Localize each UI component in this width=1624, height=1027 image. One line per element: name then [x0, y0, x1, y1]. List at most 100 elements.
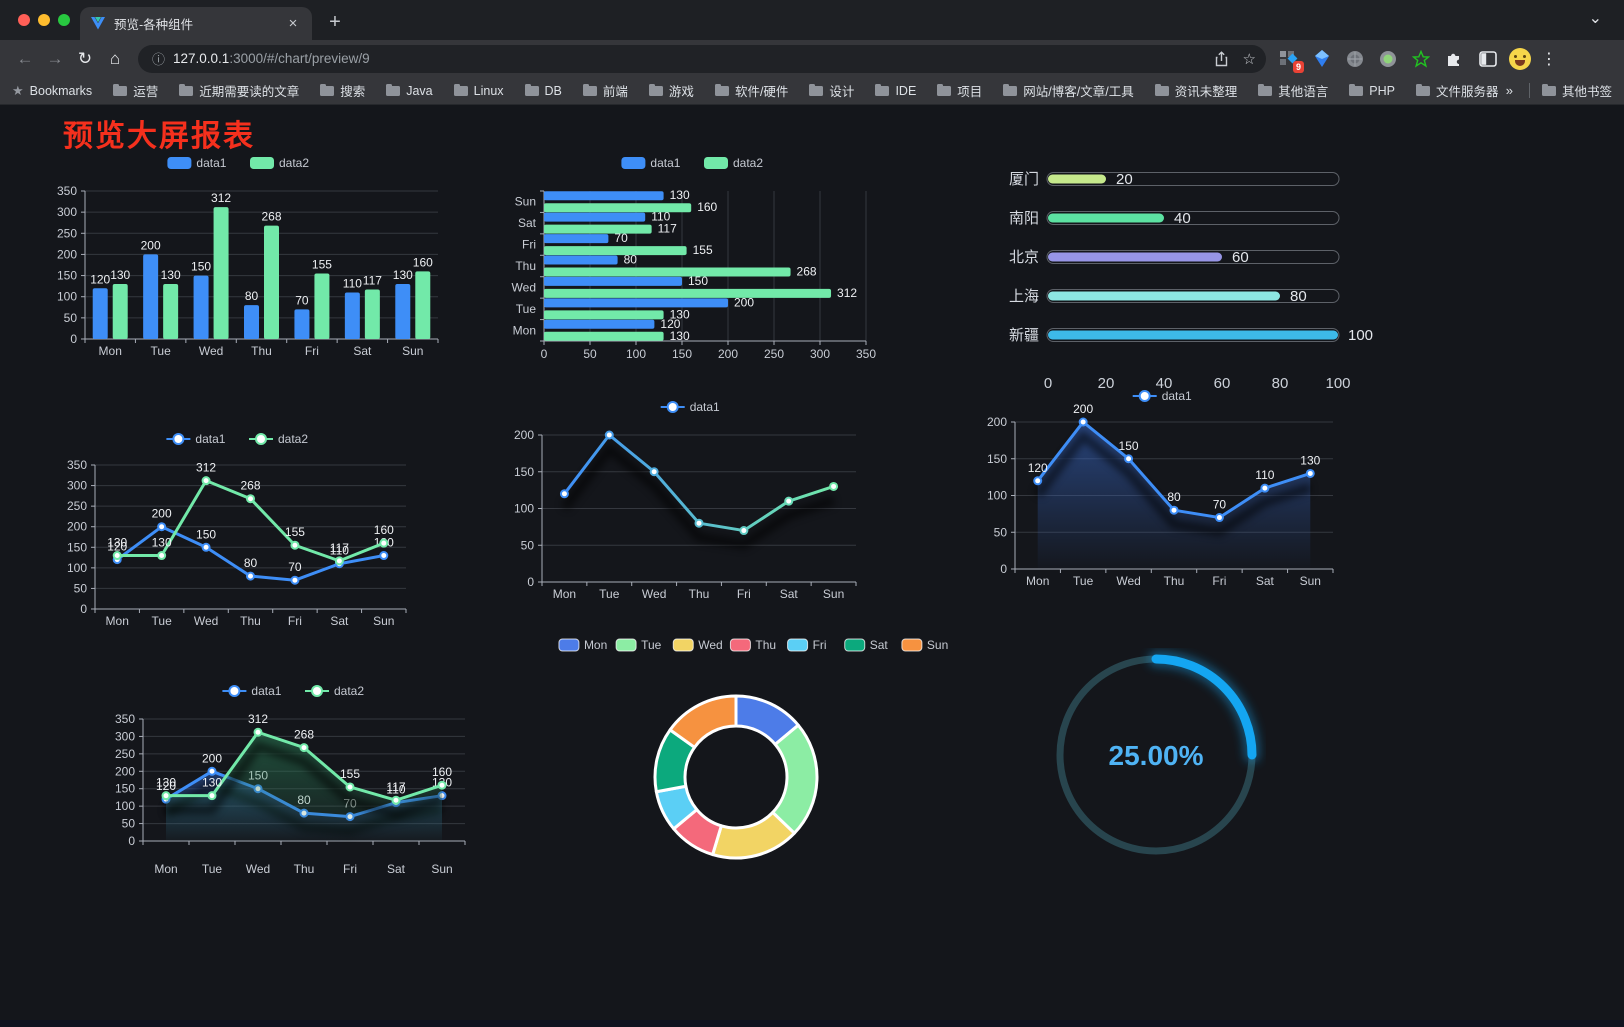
svg-text:Fri: Fri — [737, 587, 751, 601]
svg-text:0: 0 — [80, 602, 87, 616]
chart-progress-bars[interactable]: 厦门 20 南阳 40 北京 60 上海 80 新疆 100 0 20 40 60 80 100 — [993, 153, 1373, 398]
site-info-icon[interactable]: ⓘ — [152, 52, 166, 67]
svg-text:Tue: Tue — [202, 862, 223, 876]
svg-text:Thu: Thu — [1164, 574, 1185, 588]
bookmarks-app-item[interactable]: ★ Bookmarks — [12, 82, 93, 98]
new-tab-button[interactable]: + — [329, 11, 341, 33]
profile-avatar[interactable] — [1509, 47, 1531, 70]
svg-text:厦门: 厦门 — [1009, 171, 1039, 188]
reload-button[interactable]: ↻ — [77, 48, 93, 68]
svg-text:data1: data1 — [1162, 389, 1192, 403]
bookmark-star-icon[interactable]: ☆ — [1242, 50, 1256, 68]
svg-text:Sat: Sat — [353, 344, 372, 358]
folder-icon — [648, 83, 663, 96]
chart-line-area[interactable]: 0 50 100 150 200 Mon Tue Wed Thu Fri Sat Sun 120 200 1… — [983, 386, 1345, 610]
svg-text:上海: 上海 — [1009, 288, 1039, 305]
bookmark-folder[interactable]: 运营 — [113, 81, 158, 100]
share-icon[interactable] — [1214, 50, 1229, 67]
svg-text:160: 160 — [697, 200, 717, 214]
vue-favicon — [91, 17, 105, 30]
svg-text:155: 155 — [312, 257, 332, 271]
svg-text:300: 300 — [810, 347, 830, 361]
bookmarks-right: » 其他书签 — [1506, 81, 1612, 100]
back-button[interactable]: ← — [16, 48, 34, 68]
bookmark-folder[interactable]: Java — [386, 83, 433, 98]
bookmark-folder[interactable]: 文件服务器 — [1415, 81, 1498, 100]
svg-text:110: 110 — [651, 210, 670, 224]
svg-text:50: 50 — [74, 581, 88, 595]
svg-text:25.00%: 25.00% — [1109, 740, 1204, 771]
extension-proxy-icon[interactable] — [1377, 48, 1399, 70]
tab-close-icon[interactable]: × — [288, 14, 298, 32]
chart-gauge-progress[interactable]: 25.00% — [1048, 648, 1266, 868]
home-button[interactable]: ⌂ — [109, 48, 121, 68]
svg-text:130: 130 — [110, 268, 130, 282]
svg-text:Tue: Tue — [152, 614, 173, 628]
other-bookmarks-folder[interactable]: 其他书签 — [1541, 81, 1612, 100]
svg-text:南阳: 南阳 — [1009, 210, 1039, 227]
bookmark-folder[interactable]: Linux — [453, 83, 504, 98]
svg-text:100: 100 — [115, 799, 135, 813]
svg-text:117: 117 — [330, 541, 349, 555]
svg-text:40: 40 — [1156, 375, 1173, 392]
extensions-puzzle-icon[interactable] — [1443, 48, 1465, 70]
chart-bar-grouped[interactable]: 0 50 100 150 200 250 300 350 Mon Tue Wed Thu Fri Sat S… — [30, 147, 450, 387]
svg-text:350: 350 — [67, 458, 87, 472]
bookmark-folder[interactable]: 软件/硬件 — [714, 81, 788, 100]
browser-menu-icon[interactable]: ⋮ — [1541, 50, 1557, 68]
extension-grid-icon[interactable]: 9 — [1278, 48, 1304, 73]
svg-text:Mon: Mon — [584, 638, 607, 652]
svg-text:60: 60 — [1214, 375, 1231, 392]
chart-line-gradient[interactable]: 0 50 100 150 200 Mon Tue Wed Thu Fri Sat Sun data1 — [498, 395, 886, 627]
bookmark-folder[interactable]: 游戏 — [648, 81, 694, 100]
bookmark-folder[interactable]: 项目 — [937, 81, 982, 100]
tab-strip: 预览-各种组件 × + ⌄ — [0, 0, 1624, 40]
bookmark-folder[interactable]: 其他语言 — [1258, 81, 1328, 100]
bookmark-folder[interactable]: DB — [524, 83, 562, 98]
bookmark-folder[interactable]: PHP — [1349, 83, 1395, 98]
side-panel-icon[interactable] — [1477, 48, 1499, 70]
chart-line-two-series[interactable]: 0 50 100 150 200 250 300 350 Mon Tue Wed Thu Fri Sat S… — [38, 423, 440, 655]
folder-icon — [809, 83, 824, 96]
svg-text:新疆: 新疆 — [1009, 327, 1039, 344]
svg-text:120: 120 — [660, 317, 680, 331]
bookmark-folder[interactable]: 设计 — [809, 81, 854, 100]
extension-star-icon[interactable] — [1410, 48, 1432, 70]
chart-bar-horizontal[interactable]: 0 50 100 150 200 250 300 350 Mon 120 130 Tue 200 130 W… — [498, 147, 890, 387]
bookmark-folder[interactable]: 资讯未整理 — [1154, 81, 1237, 100]
browser-tab[interactable]: 预览-各种组件 × — [80, 7, 312, 40]
tab-search-chevron-icon[interactable]: ⌄ — [1588, 10, 1602, 27]
window-close-button[interactable] — [18, 14, 30, 26]
page-content: 预览大屏报表 0 50 100 150 200 250 300 350 Mon Tue Wed Thu… — [0, 105, 1624, 1027]
bookmark-folder[interactable]: 前端 — [582, 81, 628, 100]
svg-text:Sun: Sun — [431, 862, 452, 876]
extension-globe-icon[interactable] — [1344, 48, 1366, 70]
folder-icon — [320, 83, 335, 96]
bookmark-folder[interactable]: 搜索 — [320, 81, 365, 100]
bookmarks-overflow-chevron[interactable]: » — [1505, 83, 1513, 98]
folder-icon — [1349, 83, 1364, 96]
svg-text:110: 110 — [386, 783, 405, 797]
svg-text:130: 130 — [670, 188, 690, 202]
svg-text:0: 0 — [541, 347, 548, 361]
svg-text:300: 300 — [115, 729, 135, 743]
svg-text:100: 100 — [57, 290, 77, 304]
bookmark-folder[interactable]: IDE — [875, 83, 916, 98]
forward-button[interactable]: → — [46, 48, 64, 68]
svg-text:Thu: Thu — [755, 638, 776, 652]
extension-kite-icon[interactable] — [1311, 48, 1333, 70]
chart-area-two-series[interactable]: 0 50 100 150 200 250 300 350 Mon Tue Wed Thu Fri Sat S… — [93, 673, 497, 905]
address-bar[interactable]: ⓘ 127.0.0.1:3000/#/chart/preview/9 ☆ — [138, 44, 1266, 73]
chart-donut[interactable]: Mon Tue Wed Thu Fri Sat Sun — [543, 631, 963, 893]
bookmark-folder[interactable]: 网站/博客/文章/工具 — [1003, 81, 1134, 100]
bookmark-folder[interactable]: 近期需要读的文章 — [179, 81, 299, 100]
svg-text:Fri: Fri — [305, 344, 319, 358]
svg-text:Wed: Wed — [199, 344, 223, 358]
svg-text:Fri: Fri — [813, 638, 827, 652]
window-zoom-button[interactable] — [58, 14, 70, 26]
svg-text:155: 155 — [285, 525, 305, 539]
svg-text:117: 117 — [363, 274, 382, 288]
window-minimize-button[interactable] — [38, 14, 50, 26]
svg-text:200: 200 — [1073, 402, 1093, 416]
star-icon: ★ — [12, 82, 24, 98]
